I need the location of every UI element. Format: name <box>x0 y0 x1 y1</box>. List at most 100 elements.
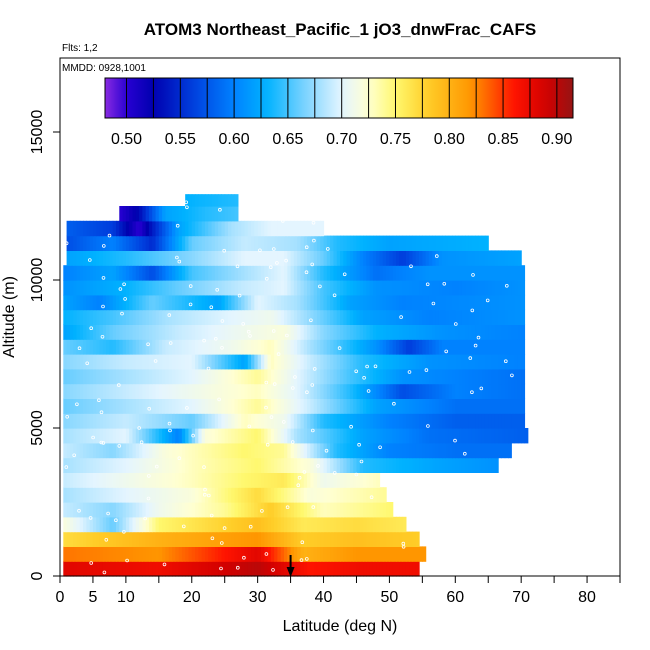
heatmap-cell <box>330 428 335 444</box>
heatmap-cell <box>99 324 104 340</box>
heatmap-cell <box>349 294 354 311</box>
heatmap-cell <box>363 294 367 311</box>
heatmap-cell <box>409 413 414 429</box>
heatmap-cell <box>102 324 107 340</box>
sample-point <box>442 281 447 286</box>
heatmap-cell <box>392 265 397 281</box>
heatmap-cell <box>96 309 101 325</box>
heatmap-cell <box>86 502 91 518</box>
heatmap-cell <box>349 531 354 547</box>
heatmap-cell <box>214 250 219 266</box>
heatmap-cell <box>178 457 183 473</box>
heatmap-cell <box>475 339 479 355</box>
heatmap-cell <box>218 546 223 562</box>
heatmap-cell <box>396 309 400 325</box>
heatmap-cell <box>402 398 407 414</box>
heatmap-cell <box>494 457 499 473</box>
heatmap-cell <box>419 546 423 562</box>
heatmap-cell <box>452 265 456 281</box>
heatmap-cell <box>501 309 506 325</box>
heatmap-cell <box>122 294 127 311</box>
heatmap-cell <box>181 235 186 251</box>
heatmap-cell <box>422 265 427 281</box>
heatmap-cell <box>69 457 74 473</box>
heatmap-cell <box>379 516 384 533</box>
heatmap-cell <box>452 398 456 414</box>
heatmap-cell <box>247 309 252 325</box>
heatmap-cell <box>392 324 397 340</box>
heatmap-cell <box>257 250 262 266</box>
heatmap-cell <box>419 339 423 355</box>
heatmap-cell <box>379 383 384 399</box>
heatmap-cell <box>435 339 440 355</box>
heatmap-cell <box>234 354 239 370</box>
heatmap-cell <box>452 368 456 385</box>
heatmap-cell <box>237 250 242 266</box>
heatmap-cell <box>254 354 259 370</box>
heatmap-cell <box>66 457 71 473</box>
heatmap-cell <box>188 398 193 414</box>
heatmap-cell <box>247 354 252 370</box>
heatmap-cell <box>287 457 292 473</box>
heatmap-cell <box>379 339 384 355</box>
heatmap-cell <box>148 220 153 237</box>
heatmap-cell <box>195 250 199 266</box>
heatmap-cell <box>326 280 331 296</box>
sample-point <box>101 276 106 280</box>
heatmap-cell <box>106 516 111 533</box>
heatmap-cell <box>468 368 473 385</box>
sample-point <box>101 441 106 445</box>
heatmap-cell <box>221 442 226 459</box>
heatmap-cell <box>316 546 321 562</box>
heatmap-cell <box>491 309 496 325</box>
heatmap-cell <box>353 309 358 325</box>
heatmap-cell <box>491 398 496 414</box>
heatmap-cell <box>458 324 463 340</box>
heatmap-cell <box>307 472 311 488</box>
heatmap-cell <box>132 339 137 355</box>
sample-point <box>77 508 81 513</box>
heatmap-cell <box>89 561 94 577</box>
heatmap-cell <box>181 220 186 237</box>
heatmap-cell <box>119 428 124 444</box>
heatmap-cell <box>412 294 417 311</box>
heatmap-cell <box>224 265 229 281</box>
heatmap-cell <box>224 235 229 251</box>
heatmap-cell <box>172 339 176 355</box>
sample-point <box>425 282 430 287</box>
heatmap-cell <box>251 235 255 251</box>
heatmap-cell <box>69 413 74 429</box>
heatmap-cell <box>234 516 239 533</box>
sample-point <box>104 537 109 542</box>
heatmap-cell <box>488 294 493 311</box>
heatmap-cell <box>392 280 397 296</box>
heatmap-cell <box>102 250 107 266</box>
sample-point <box>285 505 290 510</box>
heatmap-cell <box>293 280 298 296</box>
heatmap-cell <box>244 442 249 459</box>
heatmap-cell <box>195 235 199 251</box>
heatmap-cell <box>102 487 107 503</box>
heatmap-cell <box>191 280 196 296</box>
heatmap-cell <box>102 235 107 251</box>
heatmap-cell <box>514 265 519 281</box>
heatmap-cell <box>218 531 223 547</box>
heatmap-cell <box>465 309 470 325</box>
heatmap-cell <box>448 324 453 340</box>
heatmap-cell <box>198 339 203 355</box>
heatmap-cell <box>145 206 150 222</box>
heatmap-cell <box>264 487 269 503</box>
heatmap-cell <box>386 250 391 266</box>
heatmap-cell <box>241 383 246 399</box>
heatmap-cell <box>290 472 295 488</box>
heatmap-cell <box>254 502 259 518</box>
heatmap-cell <box>168 235 173 251</box>
heatmap-cell <box>221 398 226 414</box>
heatmap-cell <box>155 250 160 266</box>
heatmap-cell <box>274 265 279 281</box>
heatmap-cell <box>419 383 423 399</box>
heatmap-cell <box>198 413 203 429</box>
heatmap-cell <box>162 294 167 311</box>
heatmap-cell <box>369 339 374 355</box>
heatmap-cell <box>125 339 130 355</box>
